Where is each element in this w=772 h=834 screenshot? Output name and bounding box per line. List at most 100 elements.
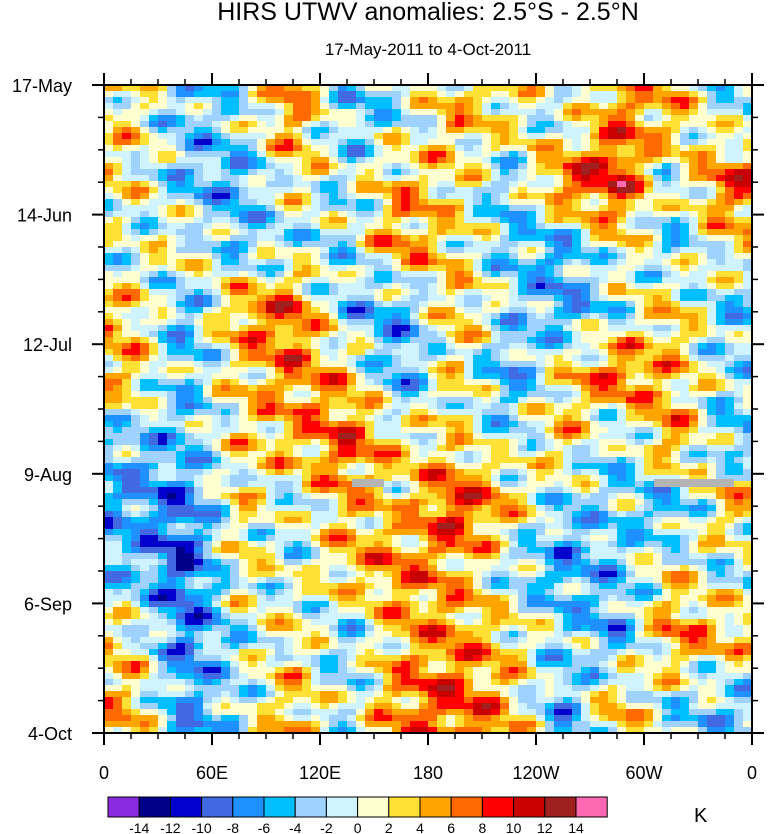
heatmap-cell — [734, 481, 744, 488]
heatmap-cell — [671, 187, 681, 194]
heatmap-cell — [563, 361, 573, 368]
heatmap-cell — [428, 205, 438, 212]
heatmap-cell — [518, 349, 528, 356]
heatmap-cell — [230, 139, 240, 146]
heatmap-cell — [374, 289, 384, 296]
heatmap-cell — [311, 163, 321, 170]
heatmap-cell — [734, 193, 744, 200]
heatmap-cell — [185, 427, 195, 434]
heatmap-cell — [221, 295, 231, 302]
heatmap-cell — [176, 307, 186, 314]
heatmap-cell — [509, 91, 519, 98]
heatmap-cell — [455, 229, 465, 236]
heatmap-cell — [266, 301, 276, 308]
heatmap-cell — [428, 133, 438, 140]
heatmap-cell — [590, 223, 600, 230]
heatmap-cell — [410, 403, 420, 410]
heatmap-cell — [662, 151, 672, 158]
heatmap-cell — [401, 343, 411, 350]
heatmap-cell — [437, 337, 447, 344]
heatmap-cell — [599, 445, 609, 452]
heatmap-cell — [392, 439, 402, 446]
heatmap-cell — [707, 109, 717, 116]
heatmap-cell — [590, 205, 600, 212]
heatmap-cell — [536, 115, 546, 122]
heatmap-cell — [527, 313, 537, 320]
heatmap-cell — [482, 397, 492, 404]
heatmap-cell — [266, 139, 276, 146]
heatmap-cell — [500, 271, 510, 278]
heatmap-cell — [266, 109, 276, 116]
heatmap-cell — [482, 457, 492, 464]
heatmap-cell — [644, 217, 654, 224]
heatmap-cell — [374, 229, 384, 236]
heatmap-cell — [311, 169, 321, 176]
heatmap-cell — [131, 157, 141, 164]
heatmap-cell — [707, 451, 717, 458]
heatmap-cell — [248, 433, 258, 440]
heatmap-cell — [158, 145, 168, 152]
heatmap-cell — [698, 241, 708, 248]
heatmap-cell — [158, 289, 168, 296]
heatmap-cell — [617, 307, 627, 314]
heatmap-cell — [473, 259, 483, 266]
heatmap-cell — [203, 325, 213, 332]
heatmap-cell — [401, 385, 411, 392]
heatmap-cell — [410, 373, 420, 380]
heatmap-cell — [158, 391, 168, 398]
heatmap-cell — [203, 139, 213, 146]
heatmap-cell — [572, 337, 582, 344]
heatmap-cell — [212, 265, 222, 272]
heatmap-cell — [716, 433, 726, 440]
heatmap-cell — [302, 151, 312, 158]
heatmap-cell — [716, 403, 726, 410]
heatmap-cell — [527, 151, 537, 158]
heatmap-cell — [293, 223, 303, 230]
heatmap-cell — [491, 463, 501, 470]
heatmap-cell — [338, 139, 348, 146]
heatmap-cell — [329, 277, 339, 284]
heatmap-cell — [725, 181, 735, 188]
heatmap-cell — [113, 295, 123, 302]
heatmap-cell — [347, 139, 357, 146]
heatmap-cell — [392, 475, 402, 482]
heatmap-cell — [635, 127, 645, 134]
heatmap-cell — [707, 487, 717, 494]
heatmap-cell — [230, 367, 240, 374]
heatmap-cell — [149, 421, 159, 428]
heatmap-cell — [482, 337, 492, 344]
heatmap-cell — [536, 397, 546, 404]
heatmap-cell — [680, 151, 690, 158]
heatmap-cell — [257, 475, 267, 482]
heatmap-cell — [194, 361, 204, 368]
heatmap-cell — [383, 235, 393, 242]
heatmap-cell — [275, 205, 285, 212]
heatmap-cell — [509, 355, 519, 362]
heatmap-cell — [374, 475, 384, 482]
heatmap-cell — [536, 175, 546, 182]
heatmap-cell — [743, 271, 753, 278]
heatmap-cell — [581, 205, 591, 212]
heatmap-cell — [626, 481, 636, 488]
heatmap-cell — [491, 403, 501, 410]
heatmap-cell — [653, 385, 663, 392]
heatmap-cell — [248, 391, 258, 398]
heatmap-cell — [680, 421, 690, 428]
heatmap-cell — [401, 409, 411, 416]
heatmap-cell — [104, 409, 114, 416]
heatmap-cell — [680, 325, 690, 332]
heatmap-cell — [635, 355, 645, 362]
heatmap-cell — [356, 463, 366, 470]
heatmap-cell — [149, 127, 159, 134]
heatmap-cell — [689, 85, 699, 92]
heatmap-cell — [284, 277, 294, 284]
heatmap-cell — [545, 151, 555, 158]
heatmap-cell — [239, 343, 249, 350]
heatmap-cell — [653, 163, 663, 170]
heatmap-cell — [293, 451, 303, 458]
heatmap-cell — [455, 283, 465, 290]
heatmap-cell — [680, 91, 690, 98]
heatmap-cell — [725, 211, 735, 218]
heatmap-cell — [320, 223, 330, 230]
heatmap-cell — [509, 259, 519, 266]
